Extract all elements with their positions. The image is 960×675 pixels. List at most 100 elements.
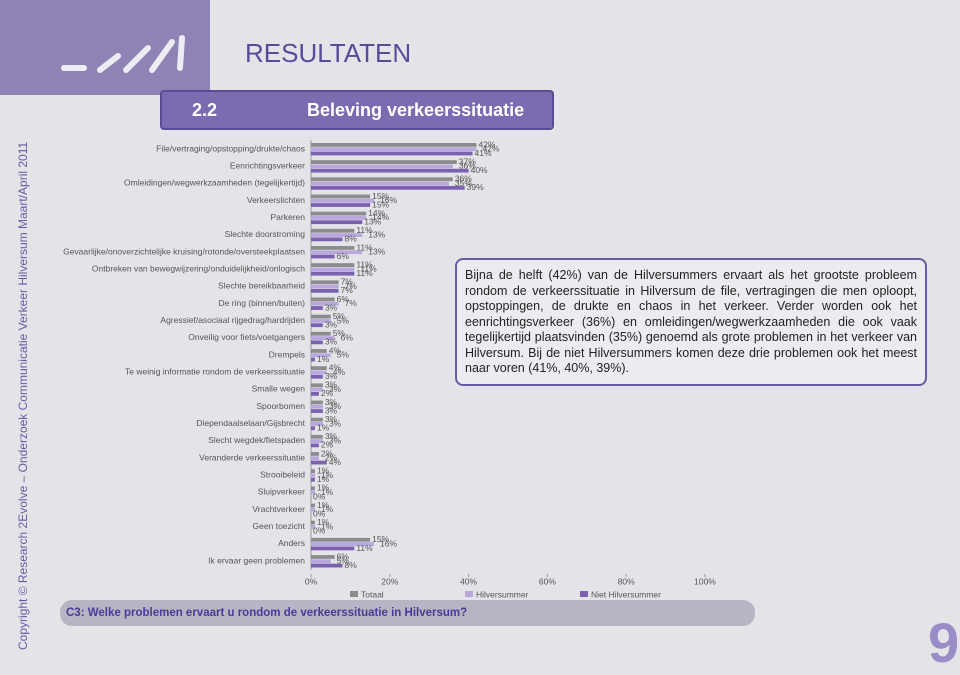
bar [311,288,339,293]
value-label: 3% [325,371,338,381]
category-label: Onveilig voor fiets/voetgangers [188,332,305,342]
value-label: 5% [337,315,350,325]
category-label: Omleidingen/wegwerkzaamheden (tegelijker… [124,178,305,188]
legend-label: Hilversummer [476,589,529,599]
bar [311,486,315,491]
value-label: 3% [329,418,342,428]
bar [311,151,473,156]
value-label: 16% [380,538,397,548]
value-label: 7% [341,277,354,287]
value-label: 6% [337,251,350,261]
bar [311,422,323,426]
value-label: 3% [329,384,342,394]
bar [311,357,315,362]
value-label: 39% [467,182,484,192]
legend-swatch [350,591,358,597]
value-label: 2% [321,388,334,398]
value-label: 13% [368,247,385,257]
x-tick-label: 40% [460,576,477,586]
value-label: 11% [356,543,373,553]
value-label: 3% [325,414,338,424]
bar [311,383,323,388]
category-label: Sluipverkeer [258,487,305,497]
x-tick-label: 20% [381,576,398,586]
value-label: 8% [345,560,358,570]
bar [311,267,355,272]
section-bar: 2.2 Beleving verkeerssituatie [160,90,554,130]
value-label: 3% [325,302,338,312]
bar [311,460,327,465]
value-label: 1% [321,521,334,531]
bar [311,194,371,199]
value-label: 7% [345,281,358,291]
value-label: 0% [313,491,326,501]
value-label: 16% [380,195,397,205]
bar [311,439,323,443]
bar [311,490,315,495]
bar [311,211,367,216]
bar [311,426,315,431]
bar [311,434,323,439]
bar [311,409,323,413]
bar [311,336,335,340]
value-label: 15% [372,191,389,201]
value-label: 2% [321,440,334,450]
bar [311,387,323,392]
category-label: Parkeren [271,212,306,222]
bar [311,366,327,371]
legend-swatch [580,591,588,597]
value-label: 2% [321,448,334,458]
value-label: 11% [360,264,377,274]
value-label: 40% [471,165,488,175]
category-label: File/vertraging/opstopping/drukte/chaos [156,143,305,153]
value-label: 11% [356,225,373,235]
bar [311,185,465,190]
value-label: 1% [317,483,330,493]
bar [311,250,363,255]
bar [311,473,315,478]
category-label: Veranderde verkeerssituatie [199,452,305,462]
bar [311,164,453,169]
section-number: 2.2 [192,100,218,120]
summary-box: Bijna de helft (42%) van de Hilversummer… [455,258,927,386]
value-label: 36% [459,161,476,171]
bar [311,477,315,482]
bar [311,147,477,152]
category-label: Eenrichtingsverkeer [230,160,305,170]
value-label: 2% [325,453,338,463]
category-label: Agressief/asociaal rijgedrag/hardrijden [160,315,305,325]
bar [311,546,355,551]
value-label: 35% [455,178,472,188]
section-title: Beleving verkeerssituatie [307,100,525,120]
value-label: 0% [313,508,326,518]
category-label: Anders [278,538,305,548]
category-label: Gevaarlijke/onoverzichtelijke kruising/r… [63,246,305,256]
value-label: 6% [337,294,350,304]
x-tick-label: 100% [694,576,716,586]
value-label: 7% [341,285,354,295]
bar [311,374,323,379]
bar [311,237,343,242]
bar [311,404,323,409]
value-label: 1% [321,487,334,497]
value-label: 13% [368,229,385,239]
value-label: 4% [329,345,342,355]
bar [311,323,323,328]
x-tick-label: 60% [539,576,556,586]
value-label: 6% [337,551,350,561]
bar [311,542,375,547]
value-label: 14% [368,208,385,218]
value-label: 1% [317,423,330,433]
bar [311,417,323,422]
question-bar: C3: Welke problemen ervaart u rondom de … [60,600,755,626]
value-label: 7% [345,298,358,308]
category-label: Vrachtverkeer [252,504,305,514]
legend-swatch [465,591,473,597]
bar [311,301,339,306]
value-label: 13% [364,217,381,227]
category-label: Slechte bereikbaarheid [218,281,305,291]
bar [311,443,319,448]
category-label: Ontbreken van bewegwijzering/onduidelijk… [92,263,305,273]
value-label: 3% [329,401,342,411]
